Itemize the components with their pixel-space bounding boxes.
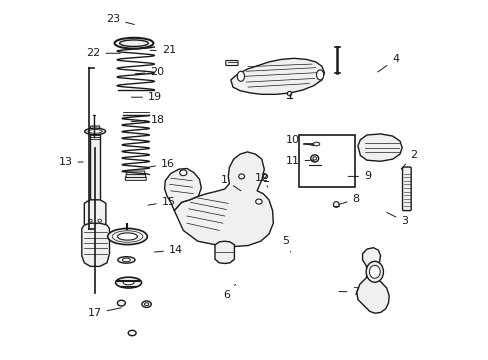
Polygon shape bbox=[215, 241, 234, 264]
Text: 23: 23 bbox=[106, 14, 134, 24]
Ellipse shape bbox=[115, 277, 141, 288]
Text: 13: 13 bbox=[58, 157, 83, 167]
FancyBboxPatch shape bbox=[402, 167, 410, 211]
Ellipse shape bbox=[237, 71, 244, 81]
Ellipse shape bbox=[107, 228, 147, 245]
Polygon shape bbox=[84, 200, 106, 232]
Ellipse shape bbox=[117, 300, 125, 306]
Ellipse shape bbox=[263, 174, 267, 179]
FancyBboxPatch shape bbox=[225, 60, 238, 66]
Text: 19: 19 bbox=[131, 92, 162, 102]
Ellipse shape bbox=[84, 128, 105, 135]
Ellipse shape bbox=[88, 130, 102, 133]
Text: 12: 12 bbox=[254, 173, 268, 187]
Ellipse shape bbox=[142, 301, 151, 307]
Text: 7: 7 bbox=[338, 287, 359, 297]
Polygon shape bbox=[81, 223, 109, 266]
Ellipse shape bbox=[118, 257, 135, 263]
Ellipse shape bbox=[316, 70, 323, 80]
Text: 15: 15 bbox=[148, 197, 175, 207]
Ellipse shape bbox=[114, 38, 153, 49]
Text: 22: 22 bbox=[86, 48, 120, 58]
FancyBboxPatch shape bbox=[126, 171, 144, 175]
Ellipse shape bbox=[310, 155, 318, 162]
Text: 5: 5 bbox=[282, 236, 290, 252]
Bar bbox=[298, 135, 355, 187]
Text: 11: 11 bbox=[285, 156, 313, 166]
Ellipse shape bbox=[117, 233, 137, 240]
FancyBboxPatch shape bbox=[126, 174, 145, 177]
Ellipse shape bbox=[120, 40, 148, 46]
Ellipse shape bbox=[128, 330, 136, 336]
Text: 17: 17 bbox=[87, 308, 121, 318]
Polygon shape bbox=[230, 58, 324, 94]
Text: 4: 4 bbox=[377, 54, 398, 72]
Ellipse shape bbox=[255, 199, 262, 204]
Text: 8: 8 bbox=[338, 194, 359, 204]
Ellipse shape bbox=[342, 174, 346, 178]
Ellipse shape bbox=[366, 261, 383, 282]
Polygon shape bbox=[164, 168, 201, 211]
Ellipse shape bbox=[238, 174, 244, 179]
Bar bbox=[90, 133, 100, 205]
Ellipse shape bbox=[333, 202, 339, 207]
Text: 10: 10 bbox=[285, 135, 313, 146]
Text: 16: 16 bbox=[147, 159, 175, 169]
Text: 6: 6 bbox=[223, 284, 235, 300]
FancyBboxPatch shape bbox=[125, 177, 146, 180]
Ellipse shape bbox=[368, 265, 380, 278]
Text: 14: 14 bbox=[154, 245, 183, 255]
Ellipse shape bbox=[144, 303, 148, 306]
FancyBboxPatch shape bbox=[336, 175, 352, 185]
Ellipse shape bbox=[98, 219, 102, 222]
Ellipse shape bbox=[313, 142, 319, 146]
Ellipse shape bbox=[179, 170, 186, 176]
Ellipse shape bbox=[312, 157, 316, 160]
Text: 2: 2 bbox=[400, 150, 416, 169]
Polygon shape bbox=[357, 134, 401, 161]
Polygon shape bbox=[174, 152, 273, 247]
Ellipse shape bbox=[123, 280, 134, 285]
Ellipse shape bbox=[88, 219, 92, 222]
Text: 3: 3 bbox=[386, 212, 407, 226]
Text: 20: 20 bbox=[135, 67, 164, 77]
Polygon shape bbox=[89, 126, 101, 133]
Text: 1: 1 bbox=[221, 175, 241, 191]
Text: 9: 9 bbox=[347, 171, 370, 181]
Text: 18: 18 bbox=[131, 114, 164, 125]
Text: 21: 21 bbox=[150, 45, 176, 55]
Ellipse shape bbox=[122, 258, 130, 262]
Ellipse shape bbox=[339, 171, 349, 180]
Polygon shape bbox=[356, 248, 388, 313]
Ellipse shape bbox=[287, 91, 291, 96]
